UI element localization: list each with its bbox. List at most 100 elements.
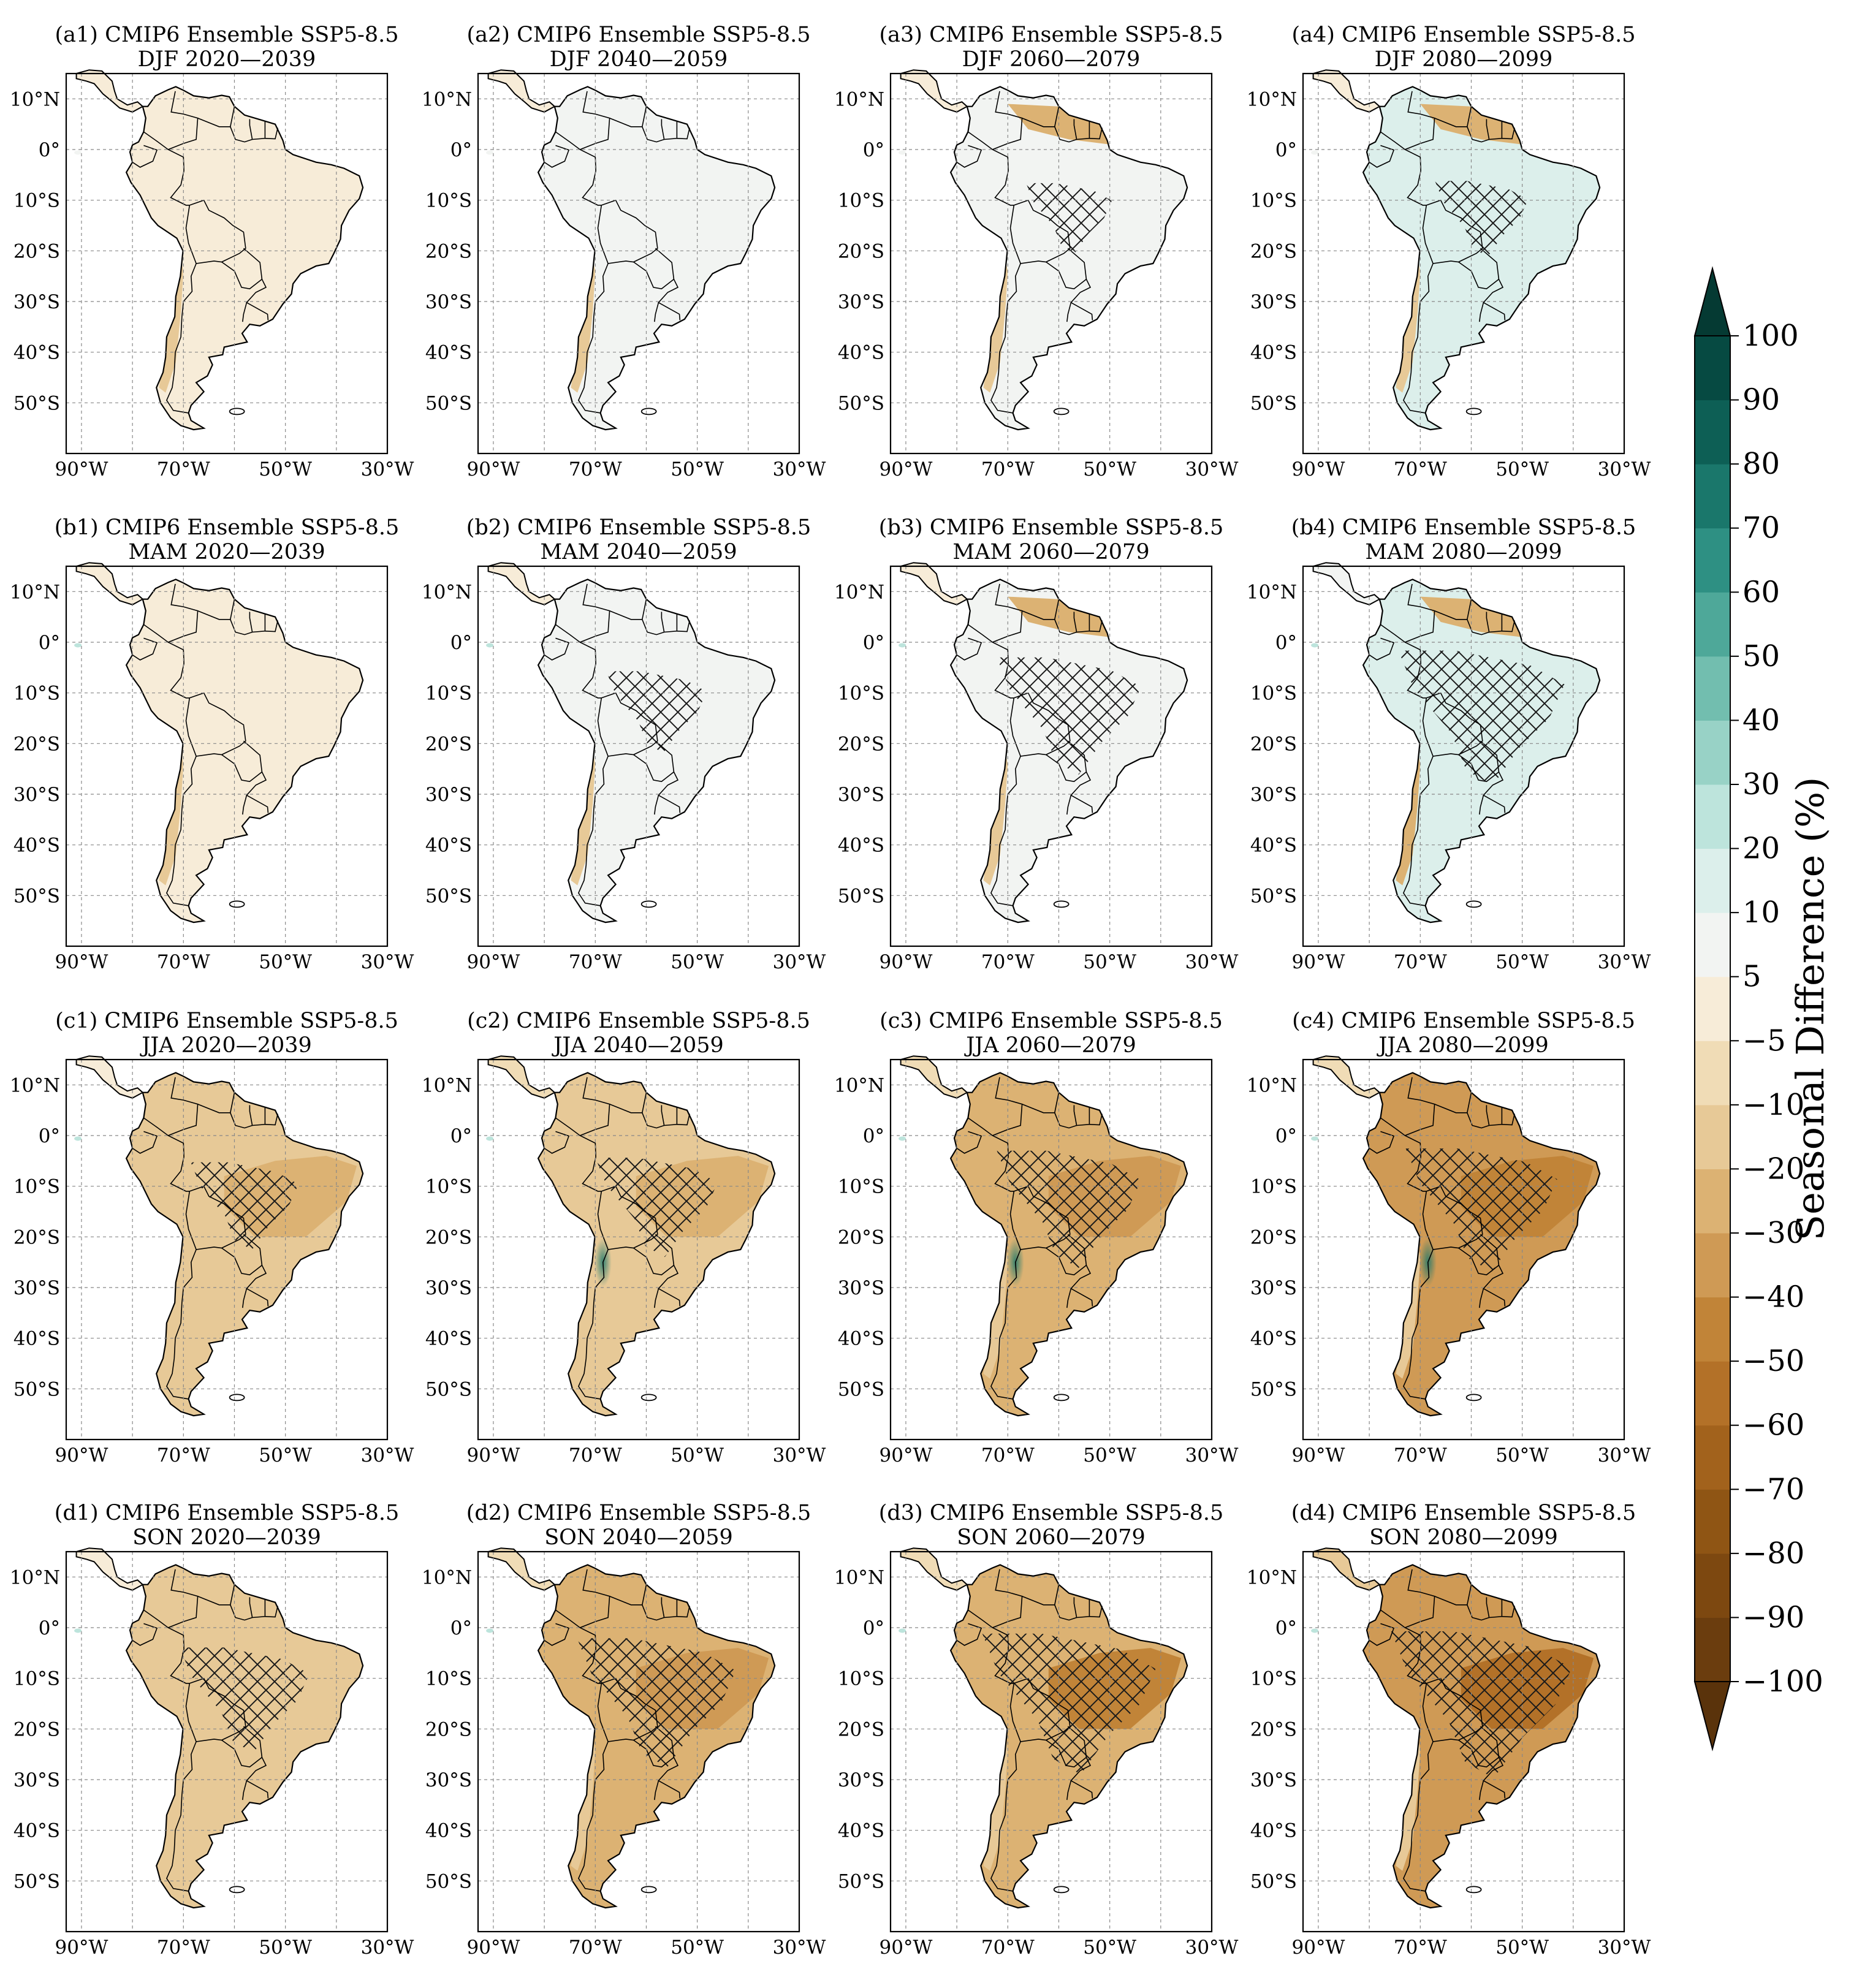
lat-tick-label: 50°S <box>425 1378 472 1400</box>
colorbar-segment <box>1695 848 1730 913</box>
panel-subtitle: MAM 2080—2099 <box>1365 540 1562 564</box>
panel-title: (d3) CMIP6 Ensemble SSP5-8.5 <box>879 1501 1224 1525</box>
coastline <box>1362 1564 1601 1909</box>
country-border <box>1073 1597 1077 1618</box>
lon-tick-label: 30°W <box>1598 1937 1651 1959</box>
panel-subtitle: DJF 2060—2079 <box>962 47 1141 72</box>
country-border <box>1479 1288 1484 1308</box>
lat-tick-label: 50°S <box>13 392 60 414</box>
lat-tick-label: 0° <box>39 139 60 161</box>
lat-tick-label: 0° <box>450 632 472 654</box>
country-border <box>143 1609 190 1684</box>
significance-hatching <box>1391 1631 1572 1778</box>
country-border <box>197 1584 235 1606</box>
country-border <box>1486 612 1490 632</box>
falkland-islands <box>1053 1886 1070 1894</box>
colorbar-segment <box>1695 1617 1730 1682</box>
galapagos-islands <box>74 150 82 155</box>
lat-tick-label: 40°S <box>1250 1328 1297 1350</box>
colorbar-segment <box>1695 1553 1730 1618</box>
country-border <box>1009 199 1071 264</box>
panel-title: (c4) CMIP6 Ensemble SSP5-8.5 <box>1292 1009 1635 1033</box>
map-frame <box>477 72 800 455</box>
country-border <box>1089 1114 1103 1126</box>
coastline <box>949 86 1188 431</box>
lat-tick-label: 40°S <box>1250 1820 1297 1842</box>
central-america-coastline <box>900 1055 968 1099</box>
lon-tick-label: 70°W <box>157 1444 210 1466</box>
country-border <box>990 1249 1021 1400</box>
lat-tick-label: 10°S <box>13 190 60 212</box>
lat-tick-label: 10°S <box>1250 1176 1297 1198</box>
lat-tick-label: 0° <box>39 1617 60 1639</box>
central-america-fill <box>488 70 555 112</box>
country-border <box>242 795 248 815</box>
coastline <box>1362 86 1601 431</box>
lat-tick-label: 10°S <box>13 1668 60 1690</box>
country-border <box>165 263 197 414</box>
central-america-coastline <box>900 69 968 113</box>
country-border <box>246 1757 269 1799</box>
country-border <box>661 119 665 140</box>
lat-tick-label: 40°S <box>13 835 60 857</box>
central-america-coastline <box>487 69 556 113</box>
lon-tick-label: 90°W <box>880 1937 933 1959</box>
lon-tick-label: 90°W <box>1292 458 1345 480</box>
country-border <box>544 145 570 168</box>
map-frame <box>65 1058 389 1441</box>
lon-tick-label: 90°W <box>467 458 520 480</box>
country-border <box>249 119 253 140</box>
lat-tick-label: 40°S <box>13 1820 60 1842</box>
lon-tick-label: 30°W <box>1185 458 1239 480</box>
country-border <box>1502 1606 1515 1618</box>
country-border <box>165 1249 197 1400</box>
map-frame <box>1302 72 1625 455</box>
central-america-fill <box>76 1548 143 1590</box>
country-border <box>1434 1092 1472 1114</box>
lat-tick-label: 50°S <box>838 1378 884 1400</box>
country-border <box>1070 772 1093 813</box>
lat-tick-label: 0° <box>1275 139 1297 161</box>
colorbar-tick-label: −70 <box>1742 1472 1804 1506</box>
country-border <box>1073 612 1077 632</box>
colorbar-segment <box>1695 1361 1730 1426</box>
lat-tick-label: 20°S <box>1250 1718 1297 1740</box>
central-america-fill <box>900 1056 967 1098</box>
panel-title: (b1) CMIP6 Ensemble SSP5-8.5 <box>55 515 400 540</box>
galapagos-islands <box>486 150 494 155</box>
lon-tick-label: 50°W <box>259 1444 312 1466</box>
lat-tick-label: 30°S <box>1250 784 1297 806</box>
colorbar-segment <box>1695 1104 1730 1169</box>
country-border <box>249 612 253 632</box>
lon-tick-label: 70°W <box>1394 458 1447 480</box>
significance-hatching <box>577 1638 736 1767</box>
country-border <box>1022 106 1060 127</box>
panel-title: (c1) CMIP6 Ensemble SSP5-8.5 <box>55 1009 398 1033</box>
colorbar-segment <box>1695 1297 1730 1362</box>
colorbar-tick-label: 30 <box>1742 767 1780 802</box>
country-border <box>1369 1623 1395 1646</box>
panel-subtitle: DJF 2020—2039 <box>138 47 316 72</box>
lat-tick-label: 40°S <box>1250 835 1297 857</box>
lat-tick-label: 10°N <box>422 581 472 603</box>
map-frame <box>65 565 389 947</box>
colorbar-tick-label: 70 <box>1742 511 1780 545</box>
lat-tick-label: 40°S <box>425 342 472 364</box>
country-border <box>1073 1105 1077 1126</box>
falkland-islands <box>1465 408 1482 415</box>
panel-title: (a1) CMIP6 Ensemble SSP5-8.5 <box>55 23 399 47</box>
country-border <box>1422 199 1483 264</box>
lon-tick-label: 90°W <box>467 951 520 973</box>
country-border <box>265 620 278 632</box>
colorbar-segment <box>1695 464 1730 529</box>
country-border <box>1422 1185 1483 1250</box>
lat-tick-label: 40°S <box>425 835 472 857</box>
panel-subtitle: SON 2080—2099 <box>1369 1525 1558 1550</box>
map-frame <box>1302 1550 1625 1933</box>
lon-tick-label: 50°W <box>1495 458 1549 480</box>
lon-tick-label: 70°W <box>1394 1937 1447 1959</box>
